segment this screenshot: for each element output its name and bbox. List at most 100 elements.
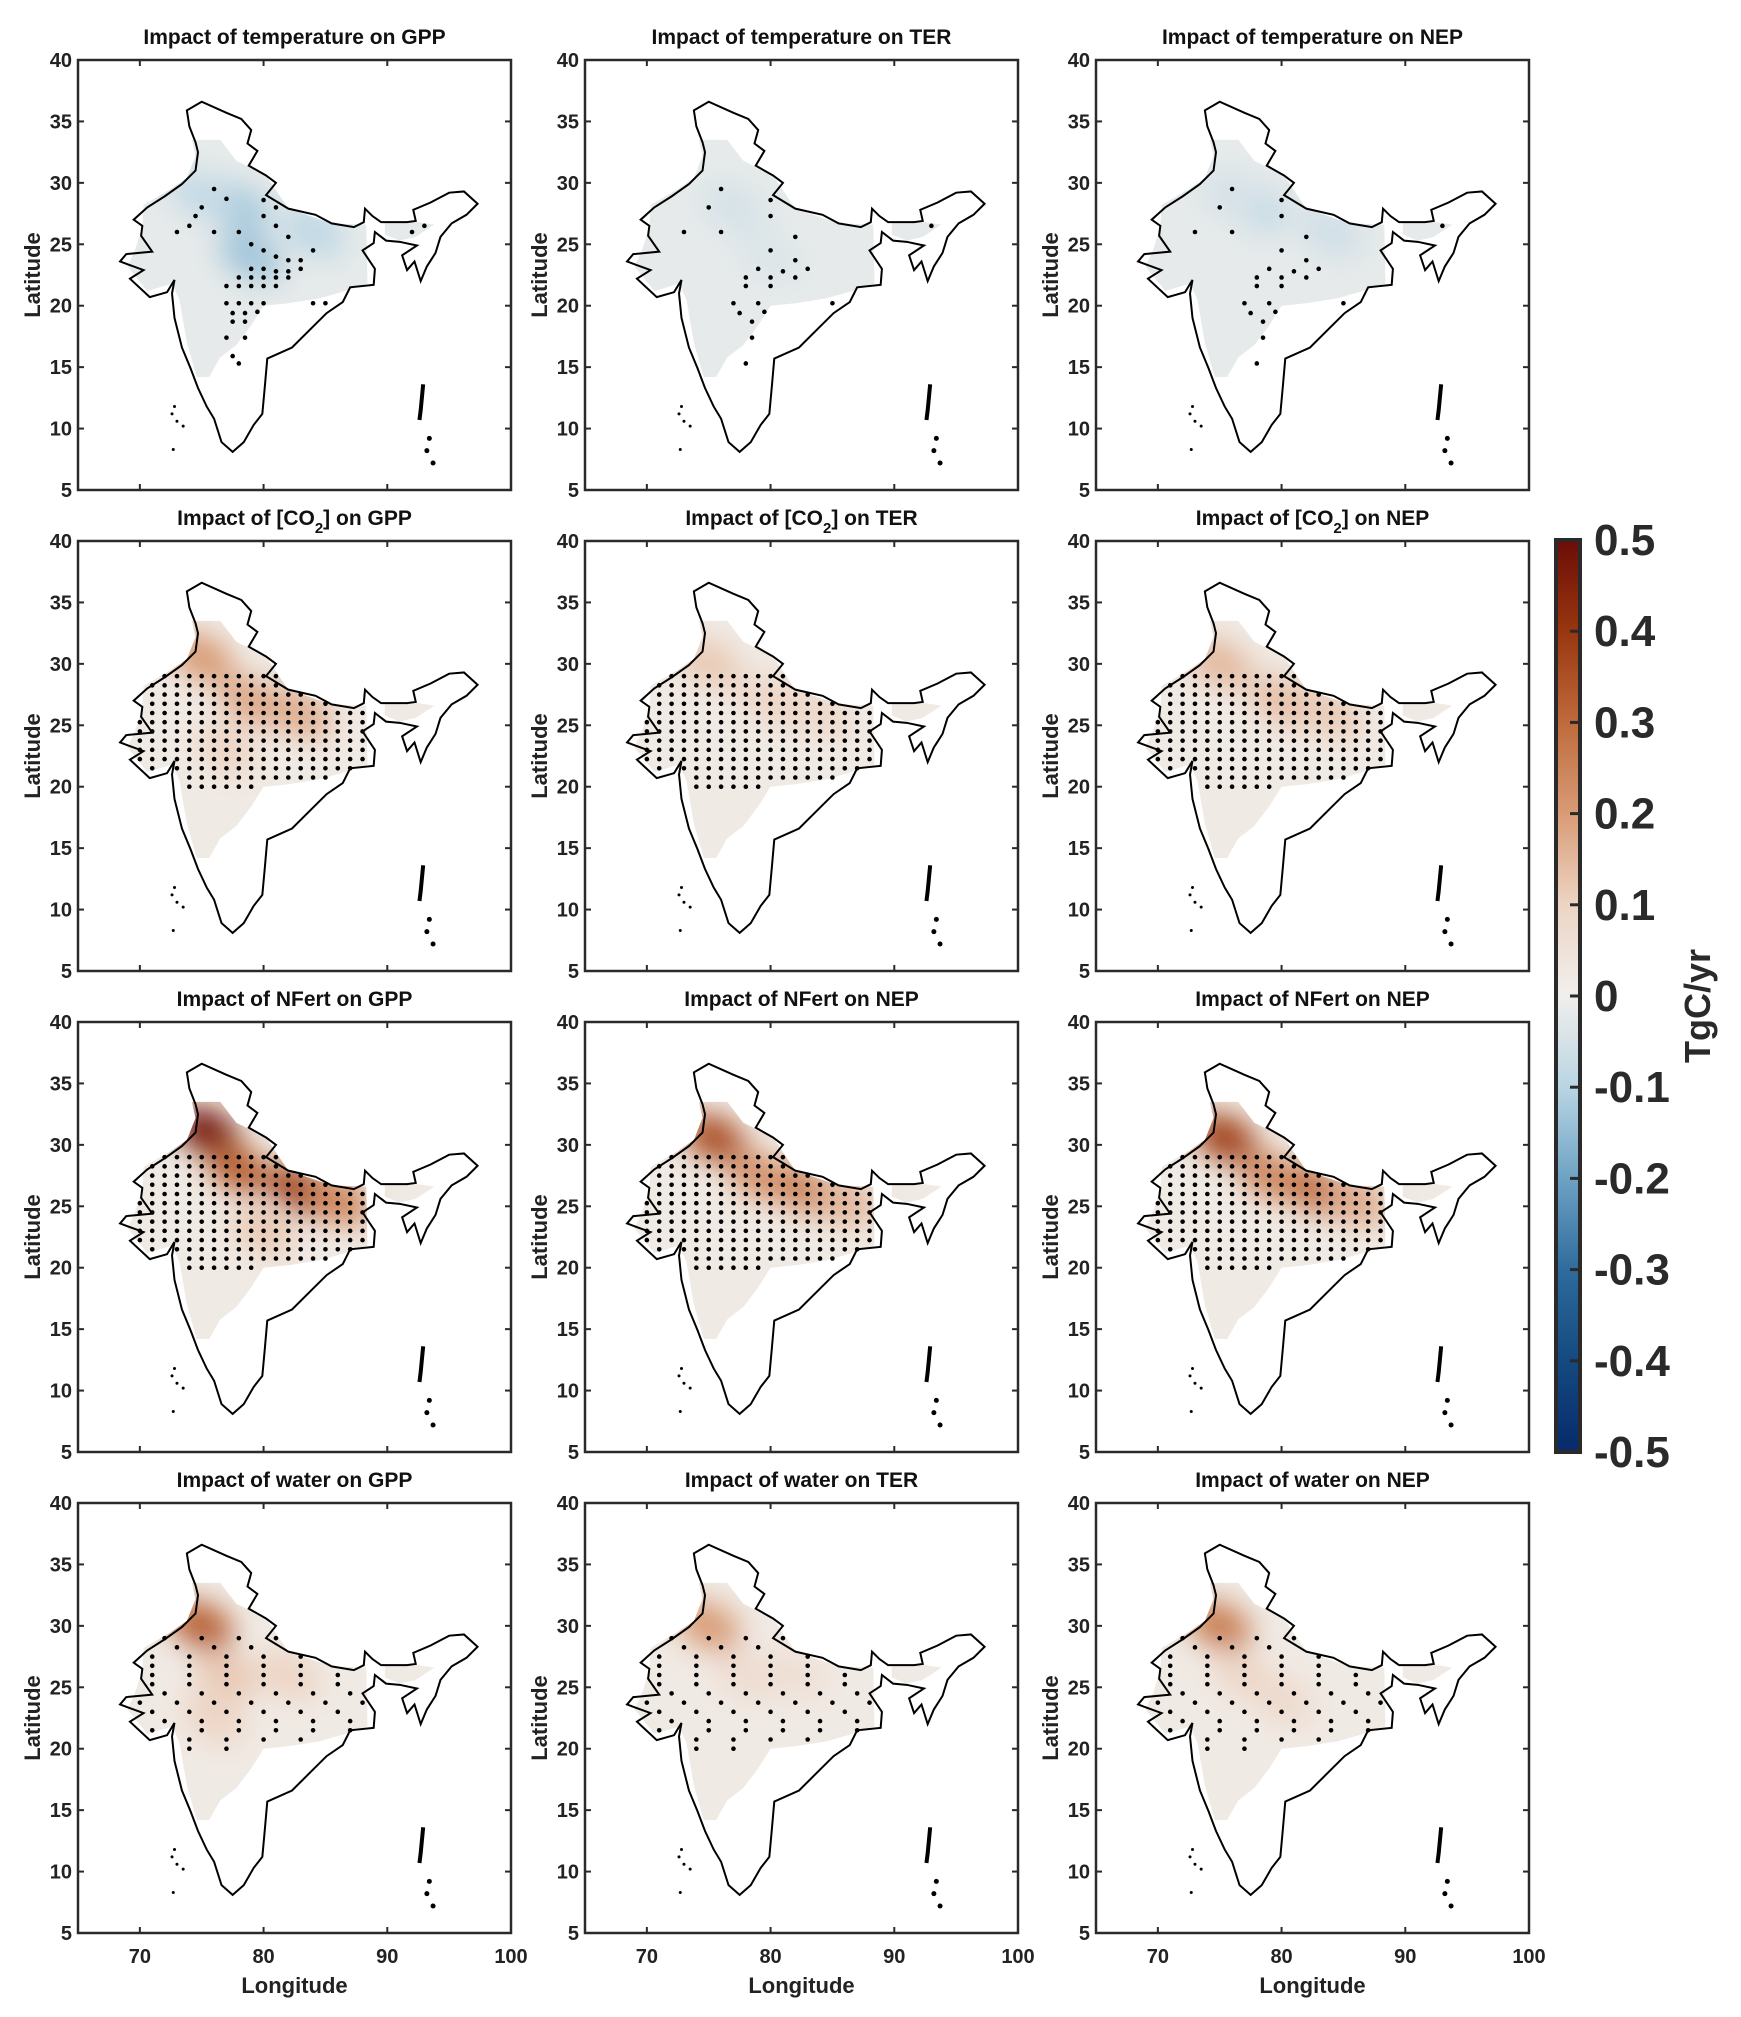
significance-dot — [1365, 765, 1371, 771]
significance-dot — [1291, 765, 1297, 771]
significance-dot — [224, 1681, 229, 1687]
y-tick-label: 20 — [50, 296, 72, 318]
significance-dot — [149, 756, 155, 762]
nicobar-island — [1442, 1891, 1448, 1897]
significance-dot — [1167, 1191, 1173, 1197]
significance-dot — [211, 1246, 217, 1252]
significance-dot — [409, 229, 415, 235]
significance-dot — [656, 1237, 662, 1243]
significance-dot — [768, 756, 773, 762]
significance-dot — [1266, 775, 1272, 780]
significance-dot — [706, 683, 712, 688]
significance-dot — [224, 765, 229, 771]
nicobar-island — [1448, 1903, 1454, 1909]
significance-dot — [842, 738, 848, 743]
significance-dot — [248, 692, 254, 697]
significance-dot — [669, 729, 674, 734]
significance-dot — [817, 738, 823, 743]
significance-dot — [224, 196, 229, 202]
significance-dot — [1304, 1173, 1309, 1178]
lakshadweep-island — [1190, 404, 1194, 408]
significance-dot — [1328, 1191, 1334, 1197]
significance-dot — [199, 784, 205, 790]
significance-dot — [706, 1228, 712, 1234]
significance-dot — [211, 775, 217, 780]
nicobar-island — [1442, 929, 1448, 935]
significance-dot — [1205, 747, 1210, 753]
significance-dot — [1316, 1219, 1321, 1224]
significance-dot — [1353, 729, 1359, 734]
significance-dot — [755, 1645, 761, 1650]
significance-dot — [1328, 738, 1334, 743]
y-tick-label: 40 — [557, 531, 579, 553]
significance-dot — [1291, 719, 1297, 725]
significance-dot — [347, 1246, 353, 1252]
lakshadweep-island — [1189, 1890, 1193, 1894]
field-background — [127, 620, 435, 858]
significance-dot — [323, 1700, 328, 1705]
y-axis-label: Latitude — [527, 1675, 552, 1761]
significance-dot — [323, 738, 328, 743]
significance-dot — [1242, 1182, 1247, 1188]
significance-dot — [1229, 1182, 1235, 1188]
significance-dot — [1242, 1737, 1247, 1742]
significance-dot — [174, 1700, 180, 1705]
significance-dot — [1353, 738, 1359, 743]
nicobar-island — [1442, 1410, 1448, 1416]
significance-dot — [681, 1210, 687, 1215]
significance-dot — [286, 775, 291, 780]
y-tick-label: 15 — [557, 838, 579, 860]
significance-dot — [248, 710, 254, 716]
significance-dot — [1217, 747, 1223, 753]
significance-dot — [1192, 765, 1198, 771]
significance-dot — [1291, 1635, 1297, 1641]
significance-dot — [1229, 1164, 1235, 1169]
significance-dot — [248, 1265, 254, 1271]
significance-dot — [273, 710, 279, 716]
significance-dot — [755, 738, 761, 743]
significance-dot — [793, 719, 798, 725]
significance-dot — [1167, 1681, 1173, 1687]
lakshadweep-island — [170, 1855, 174, 1859]
significance-dot — [706, 692, 712, 697]
significance-dot — [199, 1727, 205, 1733]
significance-dot — [149, 1709, 155, 1715]
significance-dot — [1279, 1200, 1284, 1206]
significance-dot — [174, 1173, 180, 1178]
significance-dot — [780, 775, 786, 780]
significance-dot — [1254, 1691, 1260, 1696]
significance-dot — [1316, 1654, 1321, 1659]
lakshadweep-island — [175, 900, 179, 904]
significance-dot — [780, 1210, 786, 1215]
y-tick-label: 35 — [1068, 1554, 1090, 1576]
significance-dot — [1180, 756, 1185, 762]
significance-dot — [1229, 1200, 1235, 1206]
significance-dot — [1291, 683, 1297, 688]
nicobar-island — [1448, 1422, 1454, 1428]
nicobar-island — [424, 448, 430, 454]
significance-dot — [706, 673, 712, 679]
significance-dot — [644, 1237, 650, 1243]
significance-dot — [360, 729, 365, 734]
significance-dot — [199, 738, 205, 743]
significance-dot — [261, 283, 266, 289]
significance-dot — [1279, 1672, 1284, 1678]
significance-dot — [731, 747, 736, 753]
significance-dot — [187, 1654, 192, 1659]
significance-dot — [261, 1654, 266, 1659]
field-background — [1145, 1101, 1453, 1339]
significance-dot — [1155, 738, 1161, 743]
lakshadweep-island — [181, 905, 185, 909]
y-axis-label: Latitude — [527, 1194, 552, 1280]
significance-dot — [842, 1672, 848, 1678]
significance-dot — [1242, 1746, 1247, 1752]
significance-dot — [681, 1228, 687, 1234]
significance-dot — [1229, 1228, 1235, 1234]
significance-dot — [768, 1246, 773, 1252]
significance-dot — [286, 1219, 291, 1224]
significance-dot — [817, 756, 823, 762]
significance-dot — [162, 738, 167, 743]
significance-dot — [1341, 1191, 1346, 1197]
lakshadweep-island — [181, 1386, 185, 1390]
significance-dot — [694, 1182, 699, 1188]
